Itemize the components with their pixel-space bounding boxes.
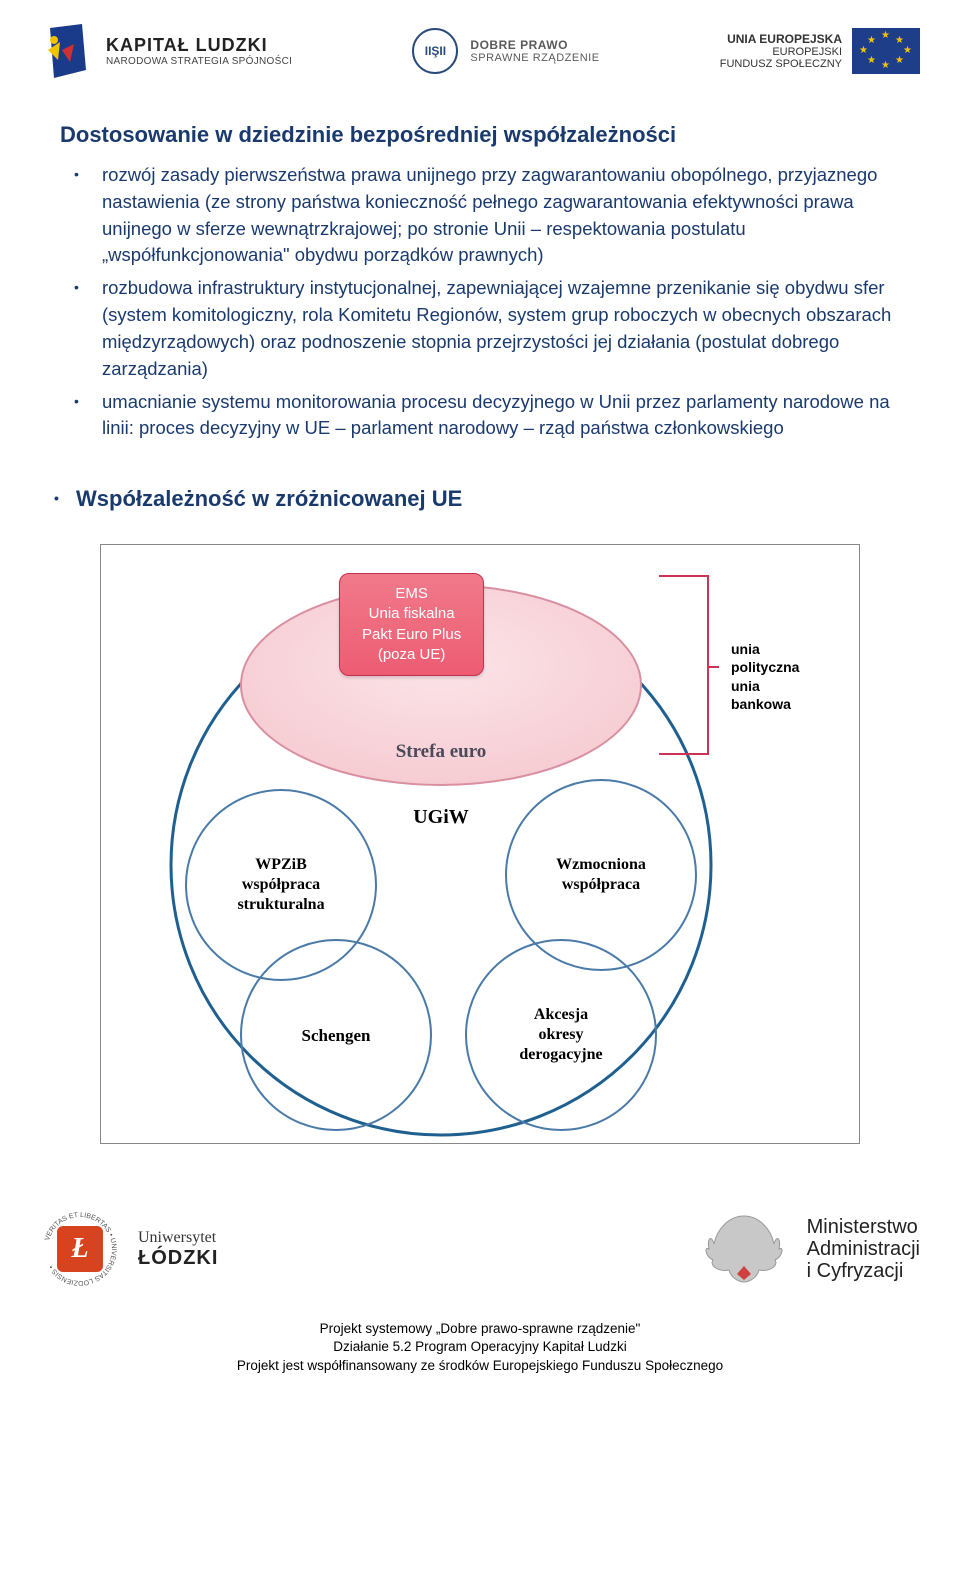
ugiw-label: UGiW	[401, 805, 481, 830]
section2: Współzależność w zróżnicowanej UE	[0, 458, 960, 522]
bullet-list: rozwój zasady pierwszeństwa prawa unijne…	[60, 162, 900, 442]
akcesja-label: Akcesja okresy derogacyjne	[496, 1005, 626, 1065]
bullet-item: rozbudowa infrastruktury instytucjonalne…	[92, 275, 900, 382]
kl-title: KAPITAŁ LUDZKI	[106, 35, 292, 56]
ul-seal-icon: VERITAS ET LIBERTAS • UNIVERSITAS LODZIE…	[40, 1209, 120, 1289]
main-title: Dostosowanie w dziedzinie bezpośredniej …	[60, 122, 900, 148]
header-right: UNIA EUROPEJSKA EUROPEJSKI FUNDUSZ SPOŁE…	[720, 28, 920, 74]
side-label: unia polityczna unia bankowa	[731, 640, 799, 713]
ue-text: UNIA EUROPEJSKA EUROPEJSKI FUNDUSZ SPOŁE…	[720, 32, 842, 70]
bullet-item: umacnianie systemu monitorowania procesu…	[92, 389, 900, 443]
diagram-container: EMS Unia fiskalna Pakt Euro Plus (poza U…	[0, 522, 960, 1154]
ul-text: Uniwersytet ŁÓDZKI	[138, 1229, 218, 1270]
wpzib-label: WPZiB współpraca strukturalna	[211, 855, 351, 915]
section2-title: Współzależność w zróżnicowanej UE	[36, 486, 900, 512]
dobre-prawo-icon: IIŞII	[412, 28, 458, 74]
footer-caption: Projekt systemowy „Dobre prawo-sprawne r…	[0, 1304, 960, 1399]
wzmocniona-label: Wzmocniona współpraca	[526, 855, 676, 895]
strefa-euro-label: Strefa euro	[381, 740, 501, 764]
eu-flag-icon: ★ ★ ★ ★ ★ ★ ★ ★	[852, 28, 920, 74]
kapital-ludzki-logo	[40, 20, 92, 82]
header: KAPITAŁ LUDZKI NARODOWA STRATEGIA SPÓJNO…	[0, 0, 960, 92]
footer: VERITAS ET LIBERTAS • UNIVERSITAS LODZIE…	[0, 1154, 960, 1304]
bullet-item: rozwój zasady pierwszeństwa prawa unijne…	[92, 162, 900, 269]
header-left: KAPITAŁ LUDZKI NARODOWA STRATEGIA SPÓJNO…	[40, 20, 292, 82]
footer-left: VERITAS ET LIBERTAS • UNIVERSITAS LODZIE…	[40, 1209, 218, 1289]
schengen-label: Schengen	[281, 1025, 391, 1046]
mac-text: Ministerstwo Administracji i Cyfryzacji	[807, 1216, 920, 1282]
kapital-ludzki-text: KAPITAŁ LUDZKI NARODOWA STRATEGIA SPÓJNO…	[106, 35, 292, 67]
ems-box: EMS Unia fiskalna Pakt Euro Plus (poza U…	[339, 573, 484, 676]
dobre-prawo-text: DOBRE PRAWO SPRAWNE RZĄDZENIE	[470, 38, 599, 64]
header-mid: IIŞII DOBRE PRAWO SPRAWNE RZĄDZENIE	[412, 28, 599, 74]
content: Dostosowanie w dziedzinie bezpośredniej …	[0, 92, 960, 458]
diagram: EMS Unia fiskalna Pakt Euro Plus (poza U…	[100, 544, 860, 1144]
footer-right: Ministerstwo Administracji i Cyfryzacji	[699, 1204, 920, 1294]
kl-subtitle: NARODOWA STRATEGIA SPÓJNOŚCI	[106, 56, 292, 67]
eagle-icon	[699, 1204, 789, 1294]
bracket-icon	[659, 575, 709, 755]
svg-text:VERITAS ET LIBERTAS • UNIVERSI: VERITAS ET LIBERTAS • UNIVERSITAS LODZIE…	[44, 1212, 117, 1286]
